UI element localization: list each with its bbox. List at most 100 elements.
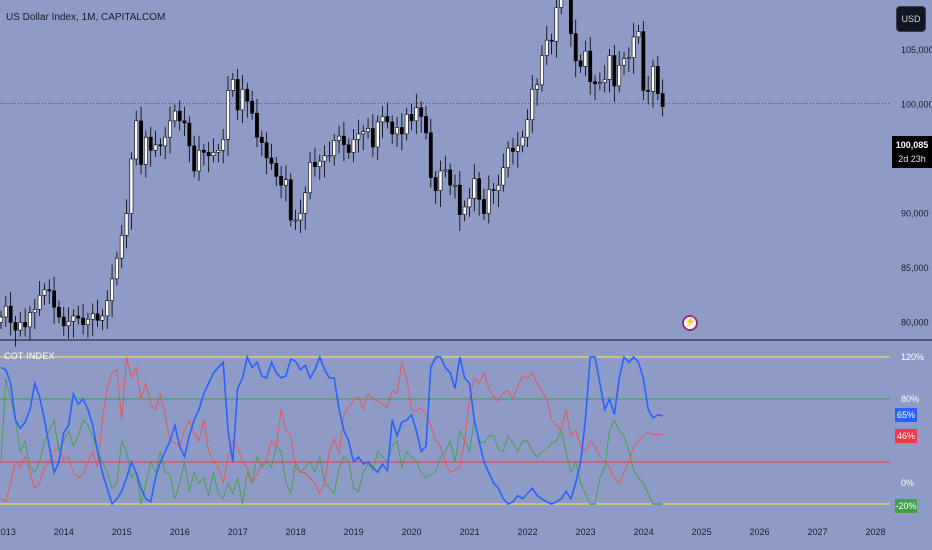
candle-body (115, 257, 119, 280)
price-axis-label: 80,000 (901, 318, 929, 328)
time-axis-label: 2026 (750, 527, 770, 537)
price-axis-label: 105,000 (901, 45, 932, 55)
time-axis-label: 2019 (344, 527, 364, 537)
candle-body (0, 316, 3, 323)
candle-body (8, 305, 13, 323)
candle-body (259, 136, 264, 143)
candle-body (32, 309, 37, 313)
candle-body (158, 144, 163, 147)
candle-body (525, 119, 530, 138)
candle-body (646, 90, 651, 92)
candle-body (385, 116, 390, 123)
red-series-line (0, 356, 663, 503)
candle-body (515, 145, 520, 152)
candle-body (535, 84, 539, 90)
candle-body (491, 189, 496, 191)
candle-body (641, 31, 646, 91)
candle-body (602, 79, 607, 84)
candle-body (366, 128, 370, 133)
lightning-icon[interactable]: ⚡ (682, 315, 698, 331)
price-axis-label: 90,000 (901, 209, 929, 219)
candle-body (540, 55, 544, 86)
candle-body (322, 155, 327, 162)
indicator-title: COT INDEX (4, 351, 55, 361)
green-series-line (0, 377, 663, 505)
time-axis-label: 2020 (402, 527, 422, 537)
candle-body (346, 144, 351, 153)
candle-body (655, 66, 660, 94)
candle-body (404, 114, 409, 135)
time-axis-label: 2021 (460, 527, 480, 537)
candle-body (279, 176, 284, 186)
candle-body (139, 120, 143, 165)
candle-body (66, 321, 71, 327)
candle-body (351, 139, 356, 153)
time-axis-label: 2022 (518, 527, 538, 537)
last-price-value: 100,085 (895, 140, 929, 150)
candle-body (288, 179, 293, 221)
candle-body (424, 116, 428, 134)
candle-body (163, 136, 168, 147)
candle-body (607, 55, 612, 80)
candle-body (443, 169, 448, 172)
candle-body (153, 144, 158, 151)
candle-body (298, 213, 303, 221)
candle-body (511, 147, 515, 152)
candle-body (269, 157, 274, 164)
candle-body (119, 235, 124, 259)
candle-body (245, 88, 250, 102)
candle-body (182, 120, 187, 124)
candle-body (544, 39, 549, 56)
candle-body (337, 135, 341, 141)
candle-body (264, 142, 269, 159)
candle-body (559, 0, 564, 8)
candle-body (409, 114, 414, 122)
blue-value-badge: 65% (895, 408, 917, 422)
candle-body (187, 122, 192, 147)
cot-axis-label: 0% (901, 478, 914, 488)
candle-body (549, 39, 554, 42)
candle-body (3, 305, 8, 318)
candle-body (105, 300, 110, 317)
time-axis-label: 2027 (808, 527, 828, 537)
candle-body (148, 136, 153, 151)
candle-body (255, 112, 259, 138)
candle-body (448, 169, 453, 186)
currency-button[interactable]: USD (896, 6, 926, 32)
cot-axis-label: 120% (901, 352, 924, 362)
candle-body (221, 139, 226, 151)
candle-body (467, 197, 472, 208)
candle-body (129, 158, 134, 214)
candle-body (612, 55, 617, 87)
candle-body (61, 316, 66, 327)
candle-body (206, 152, 211, 157)
candle-body (230, 79, 235, 91)
candle-body (568, 0, 573, 34)
candle-body (395, 127, 399, 135)
candle-body (453, 184, 457, 187)
time-axis-label: 2014 (54, 527, 74, 537)
candle-body (143, 136, 148, 165)
candle-body (76, 315, 81, 319)
candle-body (631, 36, 636, 58)
candle-body (375, 121, 380, 148)
candle-body (419, 107, 424, 117)
candle-body (100, 315, 105, 321)
candle-body (250, 100, 255, 114)
candle-body (57, 306, 61, 318)
candle-body (573, 33, 578, 62)
candle-body (235, 79, 240, 111)
candle-body (110, 278, 114, 301)
candle-body (501, 167, 506, 186)
price-axis-label: 110,000 (901, 0, 932, 1)
candle-body (341, 135, 346, 146)
candle-body (626, 57, 631, 60)
candle-body (52, 290, 57, 308)
time-axis-label: 2023 (576, 527, 596, 537)
candle-body (622, 58, 626, 66)
candle-body (168, 120, 172, 138)
candle-body (651, 66, 655, 92)
candle-body (578, 60, 583, 67)
candle-body (313, 161, 317, 167)
